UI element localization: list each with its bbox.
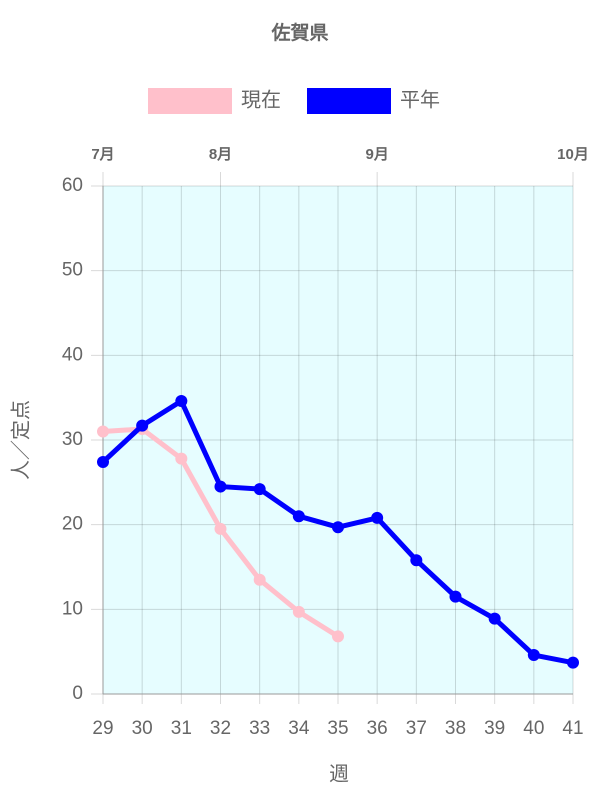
point <box>371 511 384 524</box>
x-tick-label: 34 <box>288 718 310 739</box>
y-tick-label: 50 <box>62 260 83 281</box>
point <box>292 510 305 523</box>
point <box>175 452 188 465</box>
point <box>488 612 501 625</box>
x-tick-label: 30 <box>132 718 153 739</box>
y-tick-label: 20 <box>62 514 83 535</box>
chart-title: 佐賀県 <box>270 21 328 44</box>
point <box>97 456 109 469</box>
point <box>527 649 540 662</box>
x-tick-label: 31 <box>171 718 192 739</box>
y-tick-label: 30 <box>62 429 83 450</box>
point <box>332 630 344 643</box>
x-tick-label: 39 <box>484 718 505 739</box>
y-axis-label: 人／定点 <box>9 400 32 480</box>
x-tick-label: 29 <box>92 718 113 739</box>
point <box>136 419 149 432</box>
point <box>449 590 462 603</box>
x-tick-label: 41 <box>562 718 583 739</box>
point <box>292 605 305 618</box>
x-tick-label: 36 <box>367 718 388 739</box>
legend-swatch <box>307 88 391 114</box>
point <box>253 573 266 586</box>
point <box>567 656 579 669</box>
x-tick-label: 32 <box>210 718 231 739</box>
x-axis-label: 週 <box>329 762 349 785</box>
legend-swatch <box>148 88 232 114</box>
point <box>214 522 227 535</box>
y-tick-label: 0 <box>72 683 83 704</box>
x-tick-label: 37 <box>406 718 427 739</box>
point <box>175 395 188 408</box>
legend-label: 現在 <box>241 88 281 111</box>
point <box>253 483 266 496</box>
x-tick-label: 38 <box>445 718 466 739</box>
x2-tick-label: 9月 <box>365 146 388 163</box>
x-tick-label: 35 <box>327 718 348 739</box>
point <box>214 480 227 493</box>
x2-tick-label: 10月 <box>557 146 589 163</box>
plot-background <box>103 186 573 694</box>
y-tick-label: 60 <box>62 175 83 196</box>
x2-tick-label: 7月 <box>91 146 114 163</box>
y-tick-label: 40 <box>62 344 83 365</box>
y-tick-label: 10 <box>62 598 83 619</box>
legend-label: 平年 <box>400 88 440 111</box>
x-tick-label: 33 <box>249 718 270 739</box>
point <box>332 521 344 534</box>
x-tick-label: 40 <box>523 718 544 739</box>
x2-tick-label: 8月 <box>209 146 232 163</box>
point <box>97 425 109 438</box>
point <box>410 554 423 567</box>
